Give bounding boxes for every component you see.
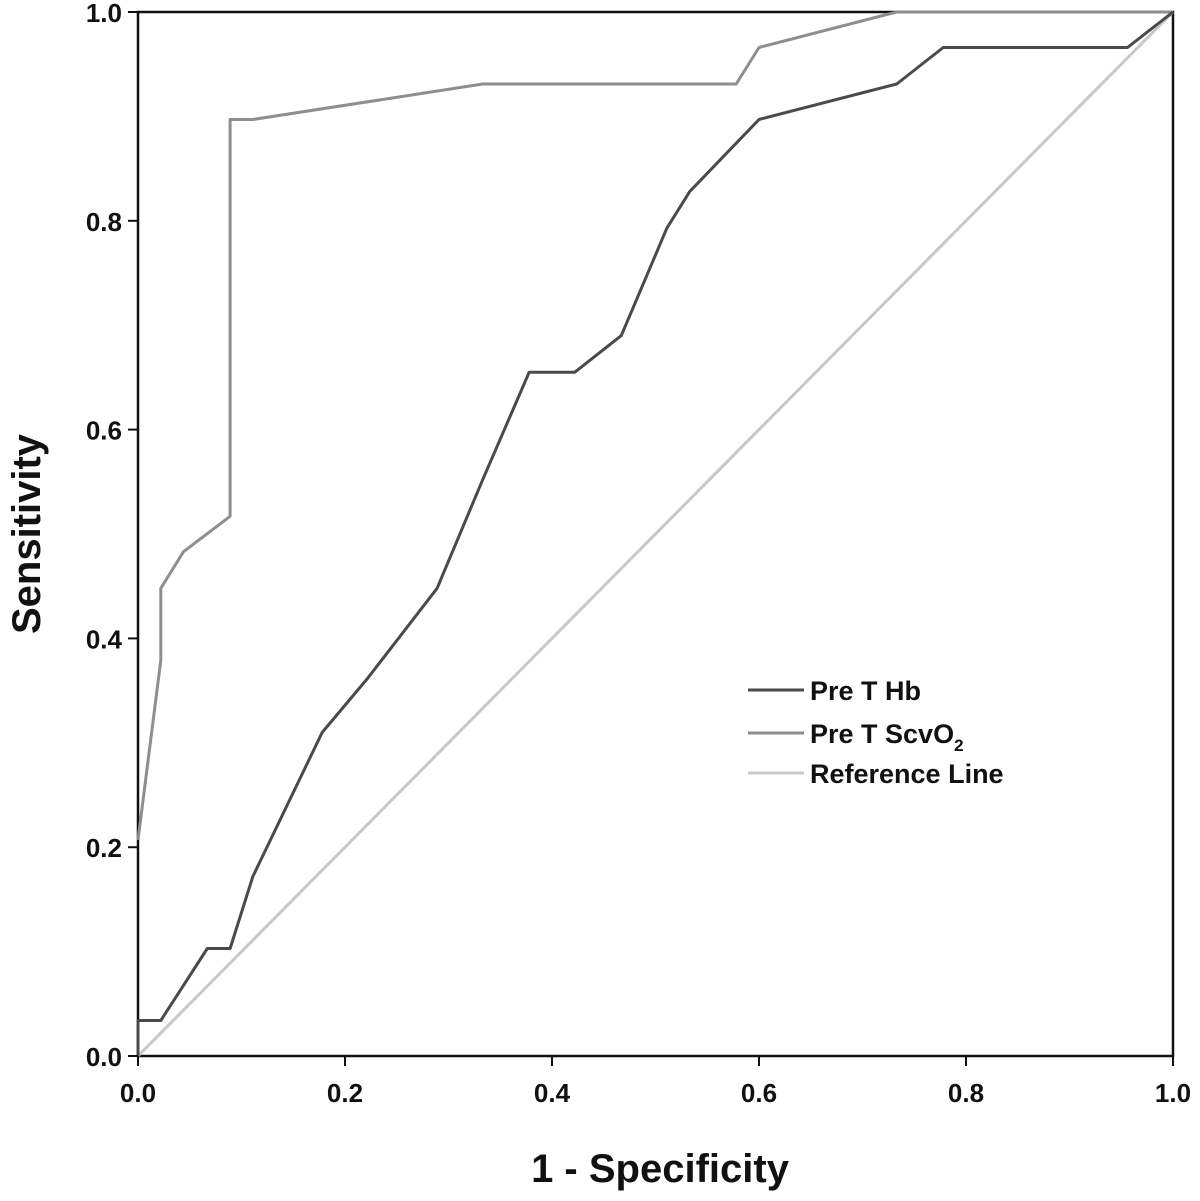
legend-label-pre-t-hb: Pre T Hb xyxy=(810,676,921,706)
legend-label-pre-t-scvo2: Pre T ScvO2 xyxy=(810,719,964,755)
x-tick-label: 0.0 xyxy=(120,1078,156,1108)
y-tick-label: 0.4 xyxy=(86,624,123,654)
y-tick-label: 0.8 xyxy=(86,207,122,237)
y-tick-label: 0.0 xyxy=(86,1042,122,1072)
y-axis-title: Sensitivity xyxy=(5,433,49,634)
series-layer xyxy=(136,10,1175,1058)
y-tick-label: 1.0 xyxy=(86,0,122,28)
legend: Pre T Hb Pre T ScvO2 Reference Line xyxy=(748,676,1004,789)
x-tick-label: 0.6 xyxy=(741,1078,777,1108)
series-line-pre-t-hb xyxy=(136,10,1174,1056)
x-tick-label: 0.8 xyxy=(948,1078,984,1108)
y-tick-label: 0.2 xyxy=(86,833,122,863)
legend-label-pre-t-scvo2-main: Pre T ScvO xyxy=(810,719,954,749)
x-tick-label: 1.0 xyxy=(1155,1078,1191,1108)
legend-label-pre-t-scvo2-subscript: 2 xyxy=(954,736,963,755)
tick-layer: 0.0 0.2 0.4 0.6 0.8 1.0 0.0 0.2 0.4 0.6 0.8 1.0 xyxy=(86,0,1191,1108)
x-tick-label: 0.2 xyxy=(327,1078,363,1108)
series-line-pre-t-scvo2 xyxy=(136,10,1173,841)
legend-label-reference-line: Reference Line xyxy=(810,759,1004,789)
y-tick-label: 0.6 xyxy=(86,416,122,446)
series-line-reference-line xyxy=(136,10,1175,1058)
x-axis-title: 1 - Specificity xyxy=(531,1147,790,1191)
plot-frame xyxy=(136,10,1175,1058)
x-tick-label: 0.4 xyxy=(534,1078,571,1108)
